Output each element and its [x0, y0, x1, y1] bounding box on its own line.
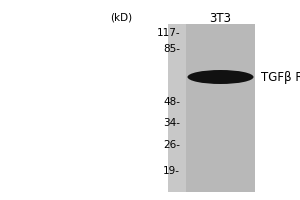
Ellipse shape: [188, 70, 254, 84]
Text: TGFβ RI: TGFβ RI: [261, 71, 300, 84]
Bar: [168, 24, 255, 192]
Text: 26-: 26-: [163, 140, 180, 150]
Text: (kD): (kD): [110, 12, 132, 22]
Bar: [186, 24, 255, 192]
Text: 34-: 34-: [163, 118, 180, 128]
Text: 48-: 48-: [163, 97, 180, 107]
Text: 85-: 85-: [163, 44, 180, 54]
Text: 19-: 19-: [163, 166, 180, 176]
Text: 3T3: 3T3: [209, 11, 232, 24]
Text: 117-: 117-: [156, 28, 180, 38]
